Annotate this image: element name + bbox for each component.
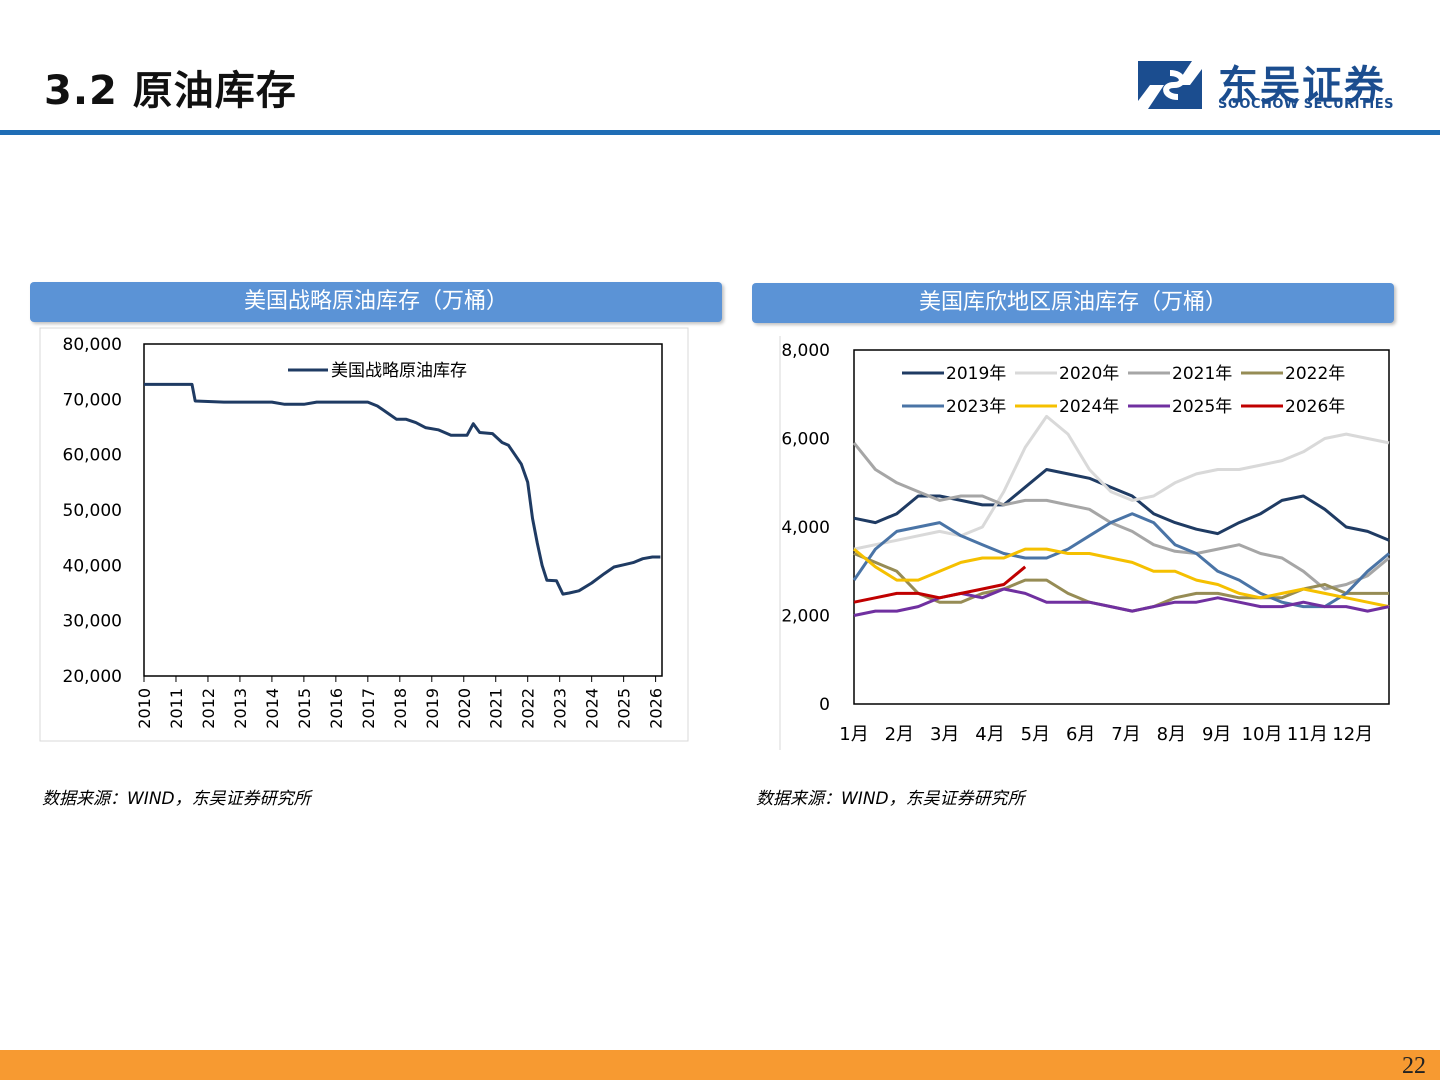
series-line-2026年 xyxy=(853,565,1027,604)
x-tick-label: 2010 xyxy=(135,688,154,729)
x-tick-label: 9月 xyxy=(1202,724,1231,745)
y-tick-label: 20,000 xyxy=(63,667,122,687)
x-tick-label: 2022 xyxy=(519,688,538,729)
series-line-2019年 xyxy=(853,468,1390,542)
soochow-logo-icon xyxy=(1138,61,1202,109)
x-tick-label: 1月 xyxy=(839,724,868,745)
legend-label: 2025年 xyxy=(1172,397,1232,417)
header-divider xyxy=(0,130,1440,135)
spr-chart-header: 美国战略原油库存（万桶） xyxy=(30,282,722,322)
y-tick-label: 80,000 xyxy=(63,335,122,355)
x-tick-label: 6月 xyxy=(1066,724,1095,745)
spr-inventory-chart: 80,000 70,000 60,000 50,000 40,000 30,000 20,0… xyxy=(39,327,689,742)
y-tick-label: 2,000 xyxy=(781,607,830,627)
x-tick-label: 2015 xyxy=(295,688,314,729)
series-line-2021年 xyxy=(852,441,1390,591)
x-tick-label: 11月 xyxy=(1287,724,1328,745)
x-tick-label: 4月 xyxy=(975,724,1004,745)
x-tick-label: 2026 xyxy=(647,688,666,729)
legend-label: 2022年 xyxy=(1285,364,1345,384)
cushing-chart-header: 美国库欣地区原油库存（万桶） xyxy=(752,283,1394,323)
company-logo: 东吴证券 SOOCHOW SECURITIES xyxy=(1130,55,1410,115)
y-tick-label: 30,000 xyxy=(63,612,122,632)
x-tick-label: 2019 xyxy=(423,688,442,729)
legend-label: 2021年 xyxy=(1172,364,1232,384)
y-tick-label: 50,000 xyxy=(63,501,122,521)
x-tick-label: 2025 xyxy=(615,688,634,729)
y-tick-label: 6,000 xyxy=(781,430,830,450)
x-tick-label: 2012 xyxy=(199,688,218,729)
chart-border xyxy=(39,327,689,742)
cushing-source-note: 数据来源：WIND，东吴证券研究所 xyxy=(756,789,1025,809)
logo-en-text: SOOCHOW SECURITIES xyxy=(1218,97,1394,112)
y-tick-label: 70,000 xyxy=(63,390,122,410)
x-tick-label: 2011 xyxy=(167,688,186,729)
legend-label: 2019年 xyxy=(946,364,1006,384)
x-tick-label: 12月 xyxy=(1332,724,1373,745)
x-tick-label: 2013 xyxy=(231,688,250,729)
series-line-2020年 xyxy=(853,414,1390,551)
x-tick-label: 2014 xyxy=(263,688,282,729)
cushing-inventory-chart: 8,000 6,000 4,000 2,000 0 1月 2月 3月 4月 5月 6月 7月 8月 9月… xyxy=(779,336,1390,750)
y-tick-label: 40,000 xyxy=(63,556,122,576)
legend-label: 2023年 xyxy=(946,397,1006,417)
logo-cn-text: 东吴证券 xyxy=(1218,63,1386,109)
y-tick-label: 0 xyxy=(819,695,830,715)
x-tick-label: 5月 xyxy=(1021,724,1050,745)
series-line-2023年 xyxy=(852,512,1390,609)
page-title: 3.2 原油库存 xyxy=(44,68,297,114)
plot-area xyxy=(143,343,663,677)
x-tick-label: 2017 xyxy=(359,688,378,729)
legend-label: 2020年 xyxy=(1059,364,1119,384)
series-line-2024年 xyxy=(853,547,1390,609)
x-tick-label: 2020 xyxy=(455,688,474,729)
y-tick-label: 60,000 xyxy=(63,446,122,466)
x-tick-label: 2月 xyxy=(885,724,914,745)
y-tick-label: 4,000 xyxy=(781,518,830,538)
footer-bar xyxy=(0,1050,1440,1080)
x-tick-label: 2024 xyxy=(583,688,602,729)
x-tick-label: 2016 xyxy=(327,688,346,729)
legend-label: 美国战略原油库存 xyxy=(331,361,467,381)
legend-label: 2026年 xyxy=(1285,397,1345,417)
x-tick-label: 10月 xyxy=(1242,724,1283,745)
x-tick-label: 2021 xyxy=(487,688,506,729)
x-tick-label: 2023 xyxy=(551,688,570,729)
x-tick-label: 8月 xyxy=(1157,724,1186,745)
spr-source-note: 数据来源：WIND，东吴证券研究所 xyxy=(42,789,311,809)
x-tick-label: 7月 xyxy=(1111,724,1140,745)
series-line-spr xyxy=(144,382,661,596)
y-tick-label: 8,000 xyxy=(781,341,830,361)
x-tick-label: 2018 xyxy=(391,688,410,729)
page-number: 22 xyxy=(1402,1053,1426,1079)
x-tick-label: 3月 xyxy=(930,724,959,745)
legend-label: 2024年 xyxy=(1059,397,1119,417)
